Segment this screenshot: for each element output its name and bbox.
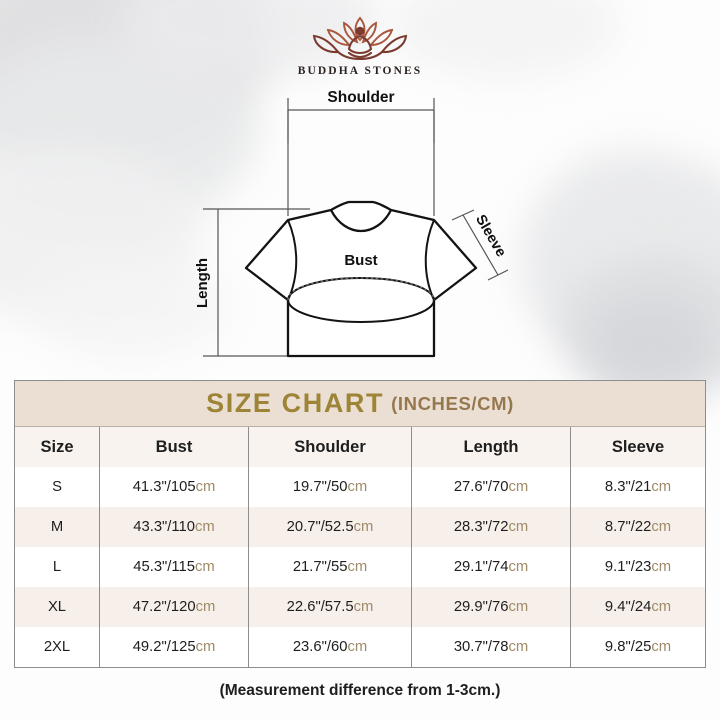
cell-length: 29.9"/76cm <box>411 587 571 627</box>
unit-cm: cm <box>353 519 374 535</box>
unit-cm: cm <box>195 639 216 655</box>
value-inches: 9.4"/24 <box>604 599 652 615</box>
measurement-footnote: (Measurement difference from 1-3cm.) <box>219 682 501 699</box>
column-header-length: Length <box>411 427 571 467</box>
value-inches: 22.6"/57.5 <box>286 599 354 615</box>
table-row: 2XL 49.2"/125cm 23.6"/60cm 30.7"/78cm 9.8"/2… <box>15 627 705 667</box>
cell-sleeve: 8.7"/22cm <box>570 507 705 547</box>
column-header-sleeve: Sleeve <box>570 427 705 467</box>
unit-cm: cm <box>508 559 529 575</box>
unit-cm: cm <box>195 479 216 495</box>
cell-shoulder: 23.6"/60cm <box>248 627 412 667</box>
collar-outline <box>329 209 393 233</box>
table-body: S 41.3"/105cm 19.7"/50cm 27.6"/70cm 8.3"/21c… <box>15 467 705 667</box>
brand-name: BUDDHA STONES <box>297 65 423 77</box>
lotus-meditation-icon <box>312 16 408 61</box>
value-inches: 29.9"/76 <box>453 599 509 615</box>
unit-cm: cm <box>347 479 368 495</box>
value-inches: 47.2"/120 <box>132 599 196 615</box>
unit-cm: cm <box>195 599 216 615</box>
unit-cm: cm <box>651 479 672 495</box>
sleeve-label: Sleeve <box>472 212 509 260</box>
unit-cm: cm <box>651 639 672 655</box>
size-chart-units: (INCHES/CM) <box>391 392 514 414</box>
size-chart-card: SIZE CHART (INCHES/CM) Size Bust Shoulde… <box>14 380 706 668</box>
cell-sleeve: 9.1"/23cm <box>570 547 705 587</box>
value-inches: 29.1"/74 <box>453 559 509 575</box>
value-inches: 9.8"/25 <box>604 639 652 655</box>
unit-cm: cm <box>508 639 529 655</box>
value-inches: 28.3"/72 <box>453 519 509 535</box>
cell-size: M <box>15 507 100 547</box>
unit-cm: cm <box>508 599 529 615</box>
cell-shoulder: 19.7"/50cm <box>248 467 412 507</box>
value-inches: 27.6"/70 <box>453 479 509 495</box>
cell-length: 27.6"/70cm <box>411 467 571 507</box>
value-inches: 30.7"/78 <box>453 639 509 655</box>
cell-length: 28.3"/72cm <box>411 507 571 547</box>
value-inches: 8.3"/21 <box>604 479 652 495</box>
cell-sleeve: 9.8"/25cm <box>570 627 705 667</box>
cell-size: L <box>15 547 100 587</box>
table-row: S 41.3"/105cm 19.7"/50cm 27.6"/70cm 8.3"/21c… <box>15 467 705 507</box>
value-inches: 43.3"/110 <box>133 519 196 535</box>
value-inches: 19.7"/50 <box>292 479 348 495</box>
cell-length: 29.1"/74cm <box>411 547 571 587</box>
cell-shoulder: 20.7"/52.5cm <box>248 507 412 547</box>
cell-length: 30.7"/78cm <box>411 627 571 667</box>
cell-bust: 43.3"/110cm <box>99 507 249 547</box>
column-header-shoulder: Shoulder <box>248 427 412 467</box>
value-inches: 9.1"/23 <box>604 559 652 575</box>
size-chart-title-bar: SIZE CHART (INCHES/CM) <box>15 381 705 427</box>
unit-cm: cm <box>347 639 368 655</box>
table-row: L 45.3"/115cm 21.7"/55cm 29.1"/74cm 9.1"/23c… <box>15 547 705 587</box>
value-inches: 49.2"/125 <box>132 639 196 655</box>
unit-cm: cm <box>508 479 529 495</box>
cell-sleeve: 8.3"/21cm <box>570 467 705 507</box>
shoulder-label: Shoulder <box>327 89 394 106</box>
bust-ellipse-back <box>287 277 435 301</box>
column-header-size: Size <box>15 427 100 467</box>
unit-cm: cm <box>508 519 529 535</box>
unit-cm: cm <box>195 519 215 535</box>
cell-bust: 41.3"/105cm <box>99 467 249 507</box>
cell-size: S <box>15 467 100 507</box>
column-header-bust: Bust <box>99 427 249 467</box>
brand-logo-block: BUDDHA STONES <box>0 12 720 77</box>
value-inches: 20.7"/52.5 <box>286 519 354 535</box>
length-label: Length <box>194 258 211 308</box>
unit-cm: cm <box>347 559 368 575</box>
value-inches: 23.6"/60 <box>292 639 348 655</box>
cell-size: 2XL <box>15 627 100 667</box>
value-inches: 41.3"/105 <box>132 479 196 495</box>
bust-label: Bust <box>344 252 377 269</box>
value-inches: 8.7"/22 <box>604 519 652 535</box>
value-inches: 45.3"/115 <box>133 559 196 575</box>
cell-bust: 49.2"/125cm <box>99 627 249 667</box>
cell-bust: 45.3"/115cm <box>99 547 249 587</box>
unit-cm: cm <box>353 599 374 615</box>
cell-shoulder: 21.7"/55cm <box>248 547 412 587</box>
measurement-guides <box>203 98 509 357</box>
table-row: XL 47.2"/120cm 22.6"/57.5cm 29.9"/76cm 9.4"/… <box>15 587 705 627</box>
table-head: Size Bust Shoulder Length Sleeve <box>15 427 705 467</box>
cell-size: XL <box>15 587 100 627</box>
table-header-row: Size Bust Shoulder Length Sleeve <box>15 427 705 467</box>
cell-shoulder: 22.6"/57.5cm <box>248 587 412 627</box>
tshirt-measurement-diagram: Shoulder Bust Length Sleeve <box>194 89 509 358</box>
unit-cm: cm <box>651 559 672 575</box>
table-row: M 43.3"/110cm 20.7"/52.5cm 28.3"/72cm 8.7"/2… <box>15 507 705 547</box>
unit-cm: cm <box>651 519 672 535</box>
cell-bust: 47.2"/120cm <box>99 587 249 627</box>
size-chart-table: Size Bust Shoulder Length Sleeve S 41.3"/… <box>15 427 705 667</box>
unit-cm: cm <box>651 599 672 615</box>
size-chart-title: SIZE CHART <box>206 388 385 418</box>
unit-cm: cm <box>195 559 215 575</box>
cell-sleeve: 9.4"/24cm <box>570 587 705 627</box>
value-inches: 21.7"/55 <box>292 559 348 575</box>
